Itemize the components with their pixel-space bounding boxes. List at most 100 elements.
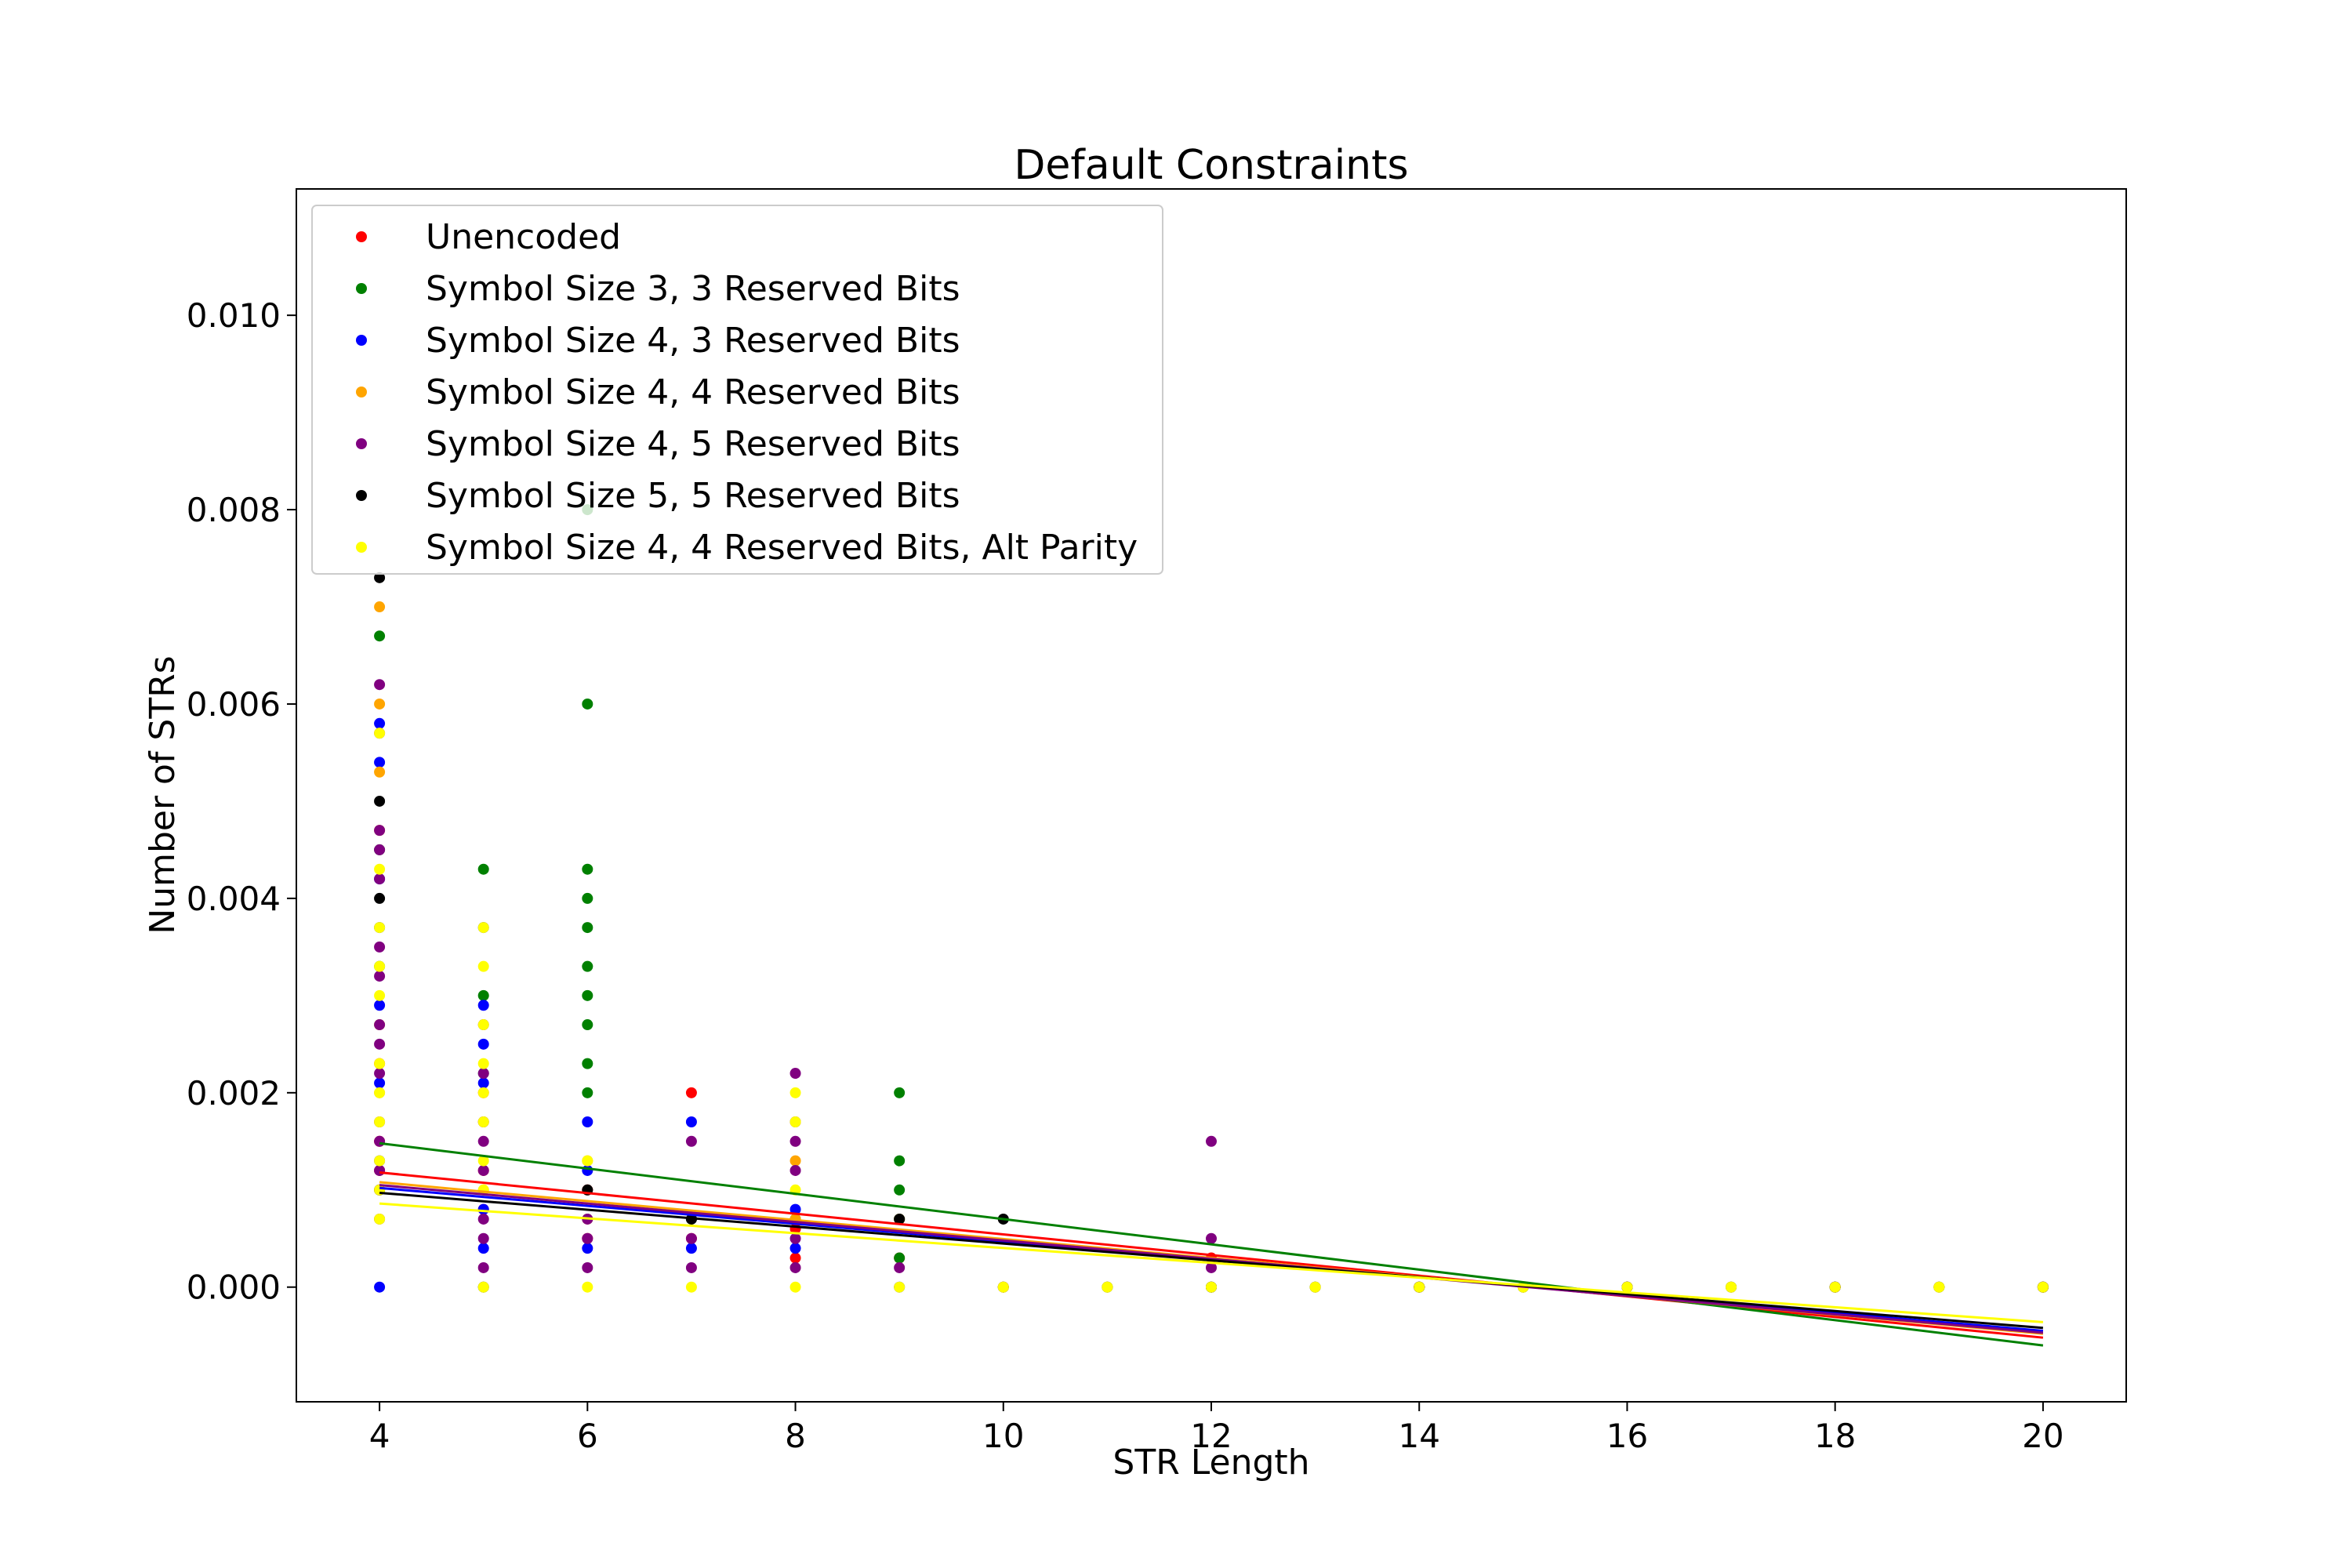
x-axis: 4 6 8 10 12 14 16 18 20 (369, 1402, 2064, 1455)
legend-marker (356, 335, 367, 346)
x-tick-label: 18 (1814, 1417, 1856, 1455)
y-tick-label: 0.006 (187, 685, 281, 724)
data-point (789, 1155, 801, 1167)
data-point (374, 1155, 386, 1167)
legend-label: Symbol Size 4, 4 Reserved Bits (426, 372, 960, 412)
data-point (374, 989, 386, 1001)
data-point (477, 1038, 489, 1050)
data-point (1309, 1281, 1321, 1293)
data-point (582, 960, 593, 972)
x-tick-label: 16 (1606, 1417, 1648, 1455)
data-point (1206, 1232, 1217, 1244)
data-point (374, 630, 386, 642)
data-point (374, 1019, 386, 1031)
data-point (894, 1155, 906, 1167)
data-point (1933, 1281, 1945, 1293)
data-point (374, 572, 386, 583)
data-point (477, 1203, 489, 1215)
legend-marker (356, 490, 367, 501)
data-point (374, 1164, 386, 1176)
data-point (374, 698, 386, 710)
data-point (894, 1252, 906, 1264)
data-point (1829, 1281, 1841, 1293)
data-point (477, 1261, 489, 1273)
data-point (1726, 1281, 1737, 1293)
data-point (789, 1164, 801, 1176)
data-point (789, 1087, 801, 1098)
data-point (477, 1019, 489, 1031)
data-point (477, 1281, 489, 1293)
data-point (2037, 1281, 2049, 1293)
data-point (685, 1261, 697, 1273)
data-point (374, 1135, 386, 1147)
data-point (477, 1213, 489, 1225)
data-point (374, 795, 386, 807)
data-point (477, 1068, 489, 1080)
data-point (582, 1164, 593, 1176)
legend-box (311, 205, 1163, 575)
legend-marker (356, 542, 367, 553)
data-point (789, 1243, 801, 1254)
data-point (477, 1135, 489, 1147)
data-point (582, 892, 593, 904)
data-point (374, 971, 386, 982)
x-tick-label: 8 (785, 1417, 806, 1455)
data-point (477, 1116, 489, 1127)
x-tick-label: 4 (369, 1417, 390, 1455)
data-point (582, 989, 593, 1001)
data-point (1414, 1281, 1425, 1293)
trend-line (379, 1184, 2044, 1334)
series-1 (374, 504, 2049, 1293)
data-point (582, 1261, 593, 1273)
data-point (374, 941, 386, 953)
trend-line (379, 1191, 2044, 1330)
data-point (374, 601, 386, 613)
legend-label: Symbol Size 4, 5 Reserved Bits (426, 424, 960, 464)
x-axis-label: STR Length (1112, 1443, 1309, 1483)
data-point (1102, 1281, 1113, 1293)
trend-line (379, 1171, 2044, 1339)
data-point (582, 1087, 593, 1098)
data-point (894, 1261, 906, 1273)
data-point (374, 873, 386, 885)
data-point (374, 757, 386, 768)
data-point (477, 1000, 489, 1011)
data-point (477, 1232, 489, 1244)
data-point (997, 1281, 1009, 1293)
data-point (374, 1000, 386, 1011)
data-point (582, 1058, 593, 1069)
x-tick-label: 20 (2022, 1417, 2063, 1455)
data-point (582, 1281, 593, 1293)
data-point (477, 922, 489, 934)
data-point (1206, 1135, 1217, 1147)
data-point (894, 1281, 906, 1293)
data-point (477, 1087, 489, 1098)
x-tick-label: 6 (577, 1417, 598, 1455)
data-point (374, 1281, 386, 1293)
y-axis: 0.000 0.002 0.004 0.006 0.008 0.010 (187, 296, 296, 1307)
data-point (477, 989, 489, 1001)
data-point (685, 1281, 697, 1293)
legend-marker (356, 387, 367, 397)
data-point (1206, 1261, 1217, 1273)
data-point (477, 1058, 489, 1069)
x-tick-label: 10 (982, 1417, 1024, 1455)
data-point (685, 1087, 697, 1098)
data-point (789, 1281, 801, 1293)
data-point (685, 1243, 697, 1254)
data-point (789, 1068, 801, 1080)
data-point (582, 1116, 593, 1127)
data-point (477, 863, 489, 875)
legend-label: Symbol Size 4, 4 Reserved Bits, Alt Pari… (426, 528, 1138, 568)
data-point (374, 892, 386, 904)
data-point (789, 1232, 801, 1244)
data-point (374, 1116, 386, 1127)
data-point (374, 922, 386, 934)
y-axis-label: Number of STRs (143, 655, 183, 934)
data-point (374, 717, 386, 729)
data-point (477, 1243, 489, 1254)
legend-label: Symbol Size 3, 3 Reserved Bits (426, 269, 960, 309)
data-point (374, 766, 386, 778)
data-point (374, 863, 386, 875)
data-point (374, 1058, 386, 1069)
